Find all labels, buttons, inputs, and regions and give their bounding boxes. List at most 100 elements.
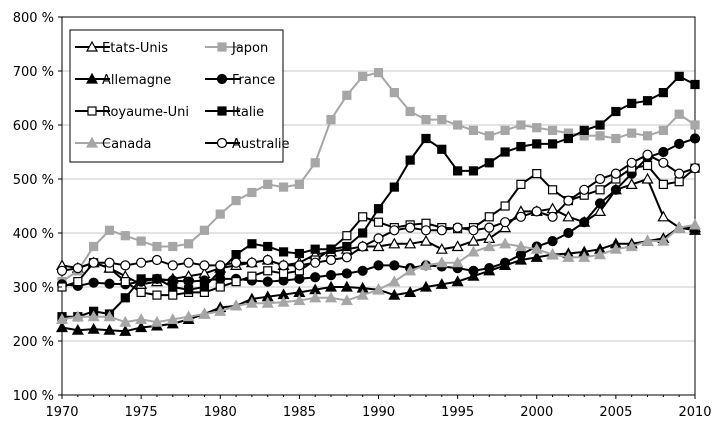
data-point xyxy=(262,254,273,266)
data-point xyxy=(690,79,700,90)
data-point xyxy=(357,265,368,276)
data-point xyxy=(579,217,590,228)
data-point xyxy=(689,163,701,174)
data-point xyxy=(120,277,130,287)
data-point xyxy=(310,244,320,254)
data-point xyxy=(468,225,479,236)
data-point xyxy=(468,125,479,136)
data-point xyxy=(594,198,606,209)
data-point xyxy=(562,251,575,262)
data-point xyxy=(246,257,257,268)
legend-marker xyxy=(85,136,99,148)
data-point xyxy=(532,123,542,133)
data-point xyxy=(673,221,686,233)
y-tick-label: 200 % xyxy=(13,335,54,350)
data-point xyxy=(294,260,305,271)
data-point xyxy=(689,133,701,144)
data-point xyxy=(674,138,685,149)
data-point xyxy=(516,120,526,130)
data-point xyxy=(72,263,83,274)
data-point xyxy=(500,147,510,157)
data-point xyxy=(247,187,257,198)
data-point xyxy=(136,287,146,297)
data-point xyxy=(373,217,384,227)
data-point xyxy=(435,242,448,254)
data-point xyxy=(642,131,653,141)
data-point xyxy=(532,169,542,179)
data-point xyxy=(325,291,338,303)
data-point xyxy=(104,257,115,268)
data-point xyxy=(530,242,543,254)
data-point xyxy=(263,241,273,252)
y-tick-label: 400 % xyxy=(13,227,54,242)
data-point xyxy=(484,263,495,274)
data-point xyxy=(152,241,162,252)
data-point xyxy=(215,260,226,271)
data-point xyxy=(594,173,606,185)
data-point xyxy=(358,228,368,238)
data-point xyxy=(641,172,654,184)
data-point xyxy=(87,322,100,334)
data-point xyxy=(531,206,542,217)
data-point xyxy=(310,257,321,268)
data-point xyxy=(419,234,432,246)
data-point xyxy=(500,201,510,211)
data-point xyxy=(484,158,494,168)
series-japon xyxy=(57,68,700,287)
data-point xyxy=(119,325,132,336)
data-point xyxy=(136,274,146,284)
data-point xyxy=(658,179,668,189)
x-tick-label: 1980 xyxy=(204,405,237,420)
data-point xyxy=(294,179,304,189)
legend-marker xyxy=(216,73,228,85)
data-point xyxy=(247,271,257,281)
data-point xyxy=(610,184,621,195)
data-point xyxy=(263,266,273,276)
data-point xyxy=(405,222,416,233)
data-point xyxy=(690,120,700,130)
x-tick-label: 2010 xyxy=(678,405,711,420)
data-point xyxy=(325,280,338,292)
data-point xyxy=(657,234,670,246)
data-point xyxy=(325,270,337,281)
data-point xyxy=(547,185,558,195)
data-point xyxy=(120,231,130,241)
data-point xyxy=(151,254,163,266)
data-point xyxy=(263,179,273,189)
data-point xyxy=(119,315,132,327)
data-point xyxy=(388,288,401,300)
data-point xyxy=(135,313,148,324)
data-point xyxy=(468,265,479,276)
data-point xyxy=(183,257,194,268)
data-point xyxy=(436,225,447,236)
data-point xyxy=(230,299,243,311)
data-point xyxy=(579,184,590,195)
series-australie xyxy=(56,149,701,276)
data-point xyxy=(152,290,162,300)
legend-marker xyxy=(85,72,99,84)
data-point xyxy=(546,202,559,214)
data-point xyxy=(595,120,605,130)
data-point xyxy=(516,142,526,152)
data-point xyxy=(642,149,653,160)
data-point xyxy=(611,133,621,144)
data-point xyxy=(215,273,226,284)
data-point xyxy=(514,240,527,252)
data-point xyxy=(247,239,257,249)
data-point xyxy=(150,315,163,327)
data-point xyxy=(199,260,210,271)
data-point xyxy=(420,225,432,236)
data-point xyxy=(231,277,241,287)
data-point xyxy=(578,251,591,262)
data-point xyxy=(136,257,147,268)
data-point xyxy=(546,248,559,260)
data-point xyxy=(262,276,273,287)
data-point xyxy=(293,294,306,306)
data-point xyxy=(168,290,178,300)
legend-marker xyxy=(217,42,227,52)
data-point xyxy=(674,177,684,187)
y-tick-label: 600 % xyxy=(13,119,54,134)
data-point xyxy=(373,204,384,214)
data-point xyxy=(419,280,432,292)
